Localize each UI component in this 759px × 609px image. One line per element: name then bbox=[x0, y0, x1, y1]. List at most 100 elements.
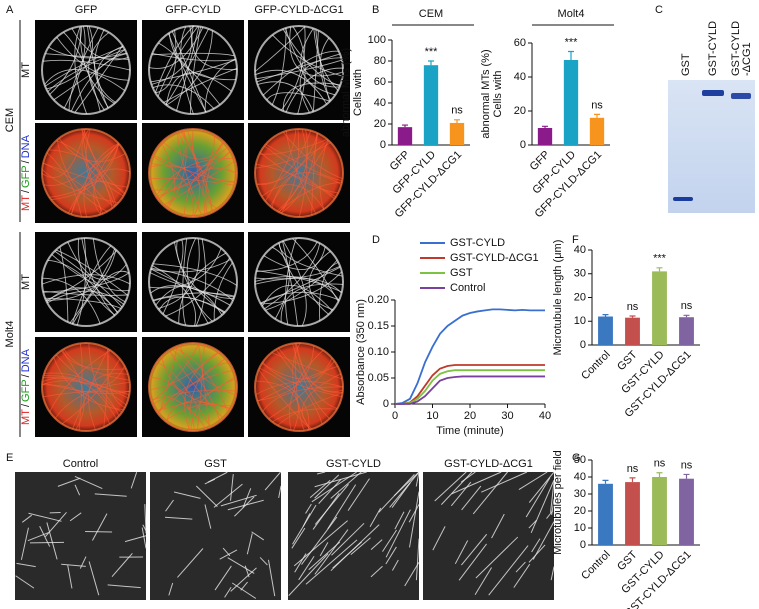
filament bbox=[272, 34, 343, 77]
significance: ns bbox=[681, 300, 693, 312]
microtubule bbox=[177, 548, 204, 578]
filament bbox=[256, 133, 319, 185]
filament bbox=[186, 237, 213, 322]
filament bbox=[278, 347, 343, 394]
filament bbox=[150, 59, 236, 83]
filament bbox=[53, 357, 124, 411]
microtubule bbox=[518, 471, 548, 490]
filament bbox=[49, 143, 120, 198]
microtubule bbox=[195, 485, 218, 507]
filament bbox=[171, 348, 221, 422]
significance: *** bbox=[653, 253, 667, 265]
microtubule bbox=[546, 510, 554, 519]
filament bbox=[62, 349, 127, 370]
filament bbox=[48, 46, 127, 59]
filament bbox=[51, 254, 130, 292]
y-tick-label: 0 bbox=[383, 398, 389, 410]
y-axis-label: Cells with bbox=[352, 69, 364, 116]
filament bbox=[285, 67, 343, 113]
microtubule bbox=[259, 557, 268, 566]
microtubule bbox=[292, 504, 317, 545]
filament bbox=[255, 59, 343, 80]
microtubule bbox=[67, 565, 73, 589]
microtubule bbox=[246, 533, 253, 555]
filament bbox=[152, 52, 236, 62]
filament bbox=[92, 238, 126, 303]
filament bbox=[160, 142, 176, 208]
x-tick-label: 20 bbox=[464, 410, 476, 422]
filament bbox=[265, 143, 343, 182]
filament bbox=[198, 343, 211, 428]
microtubule bbox=[440, 471, 473, 505]
filament bbox=[43, 390, 130, 398]
filament bbox=[257, 365, 338, 402]
filament bbox=[280, 283, 343, 323]
filament bbox=[154, 25, 194, 93]
microtubule bbox=[168, 582, 174, 596]
microtubule bbox=[370, 565, 383, 578]
image-label: GST-CYLD-ΔCG1 bbox=[444, 458, 533, 470]
column-header: GFP bbox=[75, 4, 98, 16]
microtubule bbox=[88, 561, 100, 596]
filament bbox=[85, 129, 115, 207]
microtubule bbox=[74, 484, 81, 496]
filament bbox=[259, 367, 310, 431]
filament bbox=[259, 152, 339, 194]
cell-outline bbox=[148, 128, 238, 218]
microtubule bbox=[288, 553, 329, 596]
microtubule bbox=[268, 559, 276, 597]
filament bbox=[72, 348, 109, 430]
y-tick-label: 0 bbox=[520, 139, 526, 151]
y-tick-label: 10 bbox=[574, 315, 586, 327]
error-bar bbox=[629, 315, 636, 318]
legend-label: GST-CYLD bbox=[450, 237, 505, 249]
error-bar bbox=[542, 125, 548, 128]
panel-letter: A bbox=[6, 4, 14, 16]
filament bbox=[78, 343, 83, 431]
legend-label: GST-CYLD-ΔCG1 bbox=[450, 252, 539, 264]
microtubule bbox=[550, 481, 555, 513]
y-tick-label: 0 bbox=[580, 339, 586, 351]
micrograph bbox=[150, 472, 281, 600]
y-tick-label: 0 bbox=[580, 539, 586, 551]
microtubule bbox=[316, 471, 326, 475]
legend-label: GST bbox=[450, 267, 473, 279]
separator: / bbox=[20, 159, 32, 163]
microtubule bbox=[227, 499, 264, 511]
filament bbox=[256, 270, 343, 293]
microtubule bbox=[244, 565, 250, 578]
microtubule bbox=[39, 526, 51, 547]
chart-title: CEM bbox=[419, 8, 443, 20]
bar bbox=[625, 317, 640, 345]
bar bbox=[397, 127, 413, 145]
filament bbox=[195, 238, 207, 327]
filament bbox=[158, 42, 221, 106]
filament bbox=[58, 137, 126, 163]
microtubule bbox=[347, 478, 370, 511]
filament bbox=[183, 167, 238, 217]
filament bbox=[53, 49, 126, 101]
microtubule bbox=[308, 541, 341, 571]
bar bbox=[423, 65, 439, 145]
error-bar bbox=[683, 473, 690, 479]
filament bbox=[298, 128, 308, 218]
microtubule bbox=[107, 584, 141, 589]
microtubule bbox=[385, 509, 411, 558]
y-tick-label: 50 bbox=[574, 454, 586, 466]
microtubule bbox=[408, 504, 420, 523]
filament bbox=[171, 31, 207, 113]
filament bbox=[41, 380, 127, 406]
significance: ns bbox=[627, 301, 639, 313]
microtubule bbox=[528, 544, 546, 563]
filament bbox=[152, 134, 216, 191]
microtubule bbox=[454, 540, 469, 565]
microtubule bbox=[204, 504, 212, 529]
filament bbox=[165, 257, 231, 317]
y-tick-label: 40 bbox=[374, 97, 386, 109]
micrograph bbox=[142, 20, 244, 120]
microtubule bbox=[124, 535, 147, 543]
filament bbox=[292, 26, 306, 115]
y-axis-label: Microtubules per field bbox=[552, 450, 564, 555]
cell-outline bbox=[148, 237, 238, 327]
